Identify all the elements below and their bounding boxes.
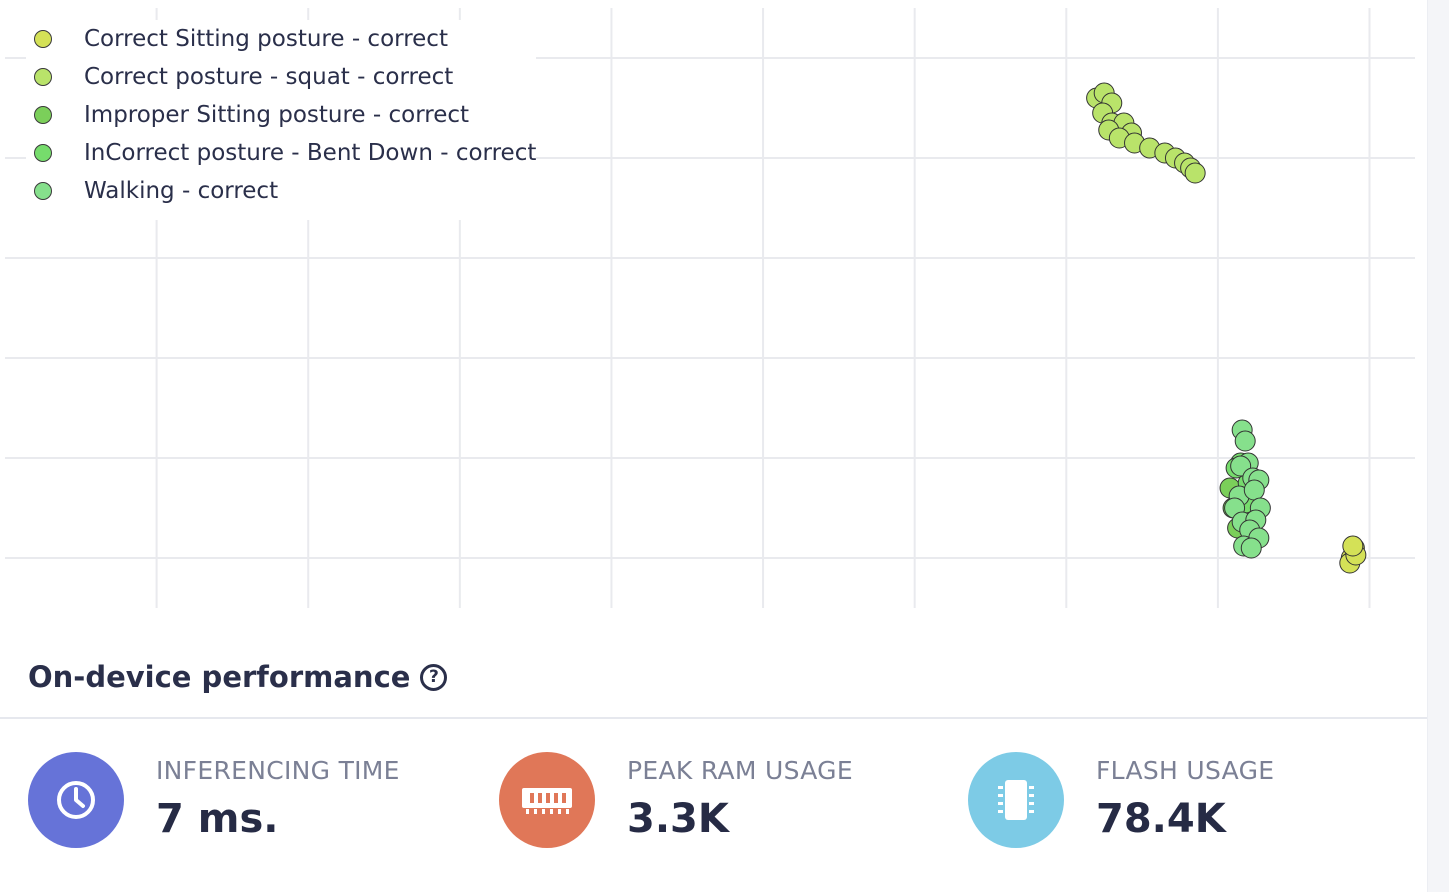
legend-item[interactable]: InCorrect posture - Bent Down - correct	[34, 134, 536, 172]
legend-marker	[34, 182, 52, 200]
plot-points	[1086, 82, 1367, 574]
legend-label: Correct posture - squat - correct	[84, 64, 454, 90]
metric-value: 7 ms.	[156, 796, 279, 842]
legend-item[interactable]: Correct posture - squat - correct	[34, 58, 453, 96]
metric-label: FLASH USAGE	[1096, 756, 1275, 785]
performance-title: On-device performance	[28, 660, 411, 694]
scatter-point[interactable]	[1234, 430, 1256, 452]
scatter-plot	[5, 8, 1415, 608]
legend-item[interactable]: Improper Sitting posture - correct	[34, 96, 469, 134]
scatter-point[interactable]	[1342, 535, 1364, 557]
metric-label: INFERENCING TIME	[156, 756, 400, 785]
chart-legend: Correct Sitting posture - correct Correc…	[26, 20, 536, 220]
legend-item[interactable]: Walking - correct	[34, 172, 278, 210]
legend-marker	[34, 68, 52, 86]
metric-value: 78.4K	[1096, 796, 1226, 842]
scatter-point[interactable]	[1243, 479, 1265, 501]
clock-icon	[28, 752, 124, 848]
legend-marker	[34, 30, 52, 48]
scrollbar-track[interactable]	[1427, 0, 1449, 892]
legend-label: Walking - correct	[84, 178, 279, 204]
legend-item[interactable]: Correct Sitting posture - correct	[34, 20, 448, 58]
help-icon[interactable]: ?	[420, 663, 448, 691]
legend-marker	[34, 106, 52, 124]
legend-label: Improper Sitting posture - correct	[84, 102, 470, 128]
divider	[0, 717, 1427, 719]
scatter-point[interactable]	[1184, 162, 1206, 184]
legend-label: InCorrect posture - Bent Down - correct	[84, 140, 537, 166]
metric-label: PEAK RAM USAGE	[627, 756, 853, 785]
section-title: On-device performance ?	[28, 660, 448, 694]
legend-marker	[34, 144, 52, 162]
ram-chip-icon	[499, 752, 595, 848]
scatter-point[interactable]	[1240, 537, 1262, 559]
legend-label: Correct Sitting posture - correct	[84, 26, 448, 52]
metric-value: 3.3K	[627, 796, 729, 842]
flash-chip-icon	[968, 752, 1064, 848]
